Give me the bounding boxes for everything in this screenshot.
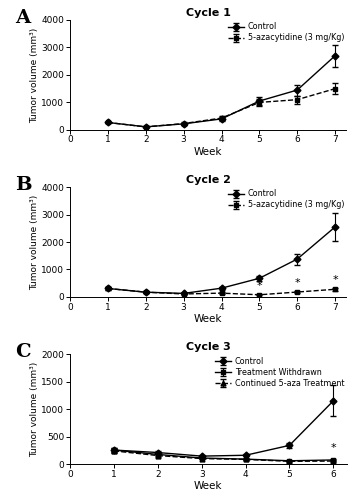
Y-axis label: Tumor volume (mm³): Tumor volume (mm³) xyxy=(30,27,38,123)
Legend: Control, Treatment Withdrawn, Continued 5-aza Treatment: Control, Treatment Withdrawn, Continued … xyxy=(214,355,346,389)
Text: C: C xyxy=(15,343,30,361)
Legend: Control, 5-azacytidine (3 mg/Kg): Control, 5-azacytidine (3 mg/Kg) xyxy=(227,188,346,211)
Text: *: * xyxy=(287,445,292,455)
Text: *: * xyxy=(257,281,262,291)
X-axis label: Week: Week xyxy=(194,482,223,492)
Text: *: * xyxy=(294,278,300,288)
X-axis label: Week: Week xyxy=(194,147,223,157)
Y-axis label: Tumor volume (mm³): Tumor volume (mm³) xyxy=(30,195,38,289)
Text: *: * xyxy=(332,275,338,285)
Text: A: A xyxy=(15,9,30,27)
X-axis label: Week: Week xyxy=(194,314,223,324)
Text: B: B xyxy=(15,176,31,194)
Title: Cycle 2: Cycle 2 xyxy=(186,175,231,185)
Legend: Control, 5-azacytidine (3 mg/Kg): Control, 5-azacytidine (3 mg/Kg) xyxy=(227,21,346,44)
Text: *: * xyxy=(330,443,336,453)
Title: Cycle 1: Cycle 1 xyxy=(186,8,231,18)
Title: Cycle 3: Cycle 3 xyxy=(186,342,231,352)
Y-axis label: Tumor volume (mm³): Tumor volume (mm³) xyxy=(30,361,38,457)
